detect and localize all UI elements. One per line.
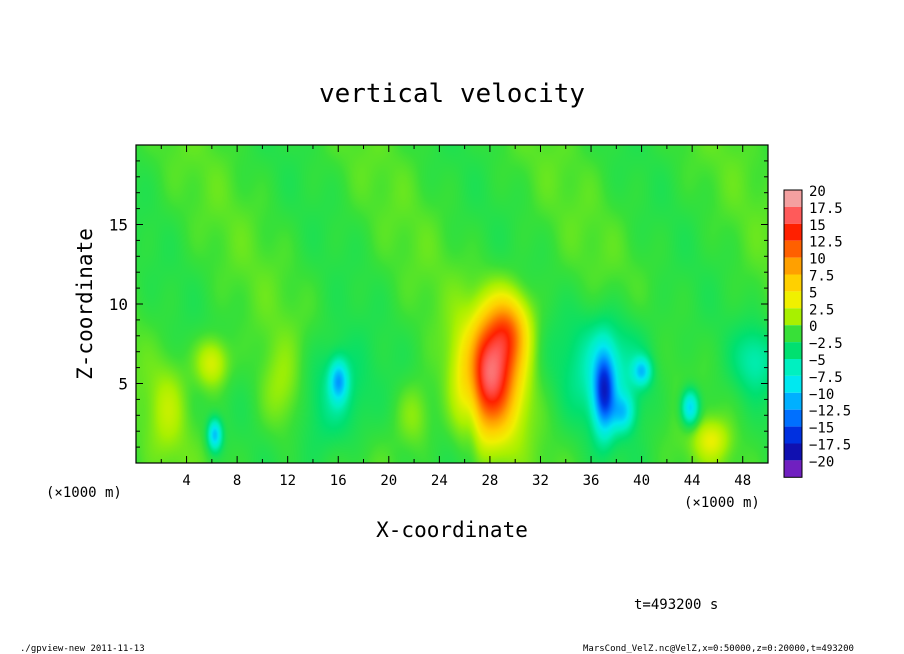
colorbar-swatch [784,342,802,359]
colorbar: 2017.51512.5107.552.50−2.5−5−7.5−10−12.5… [783,184,851,478]
footer-left: ./gpview-new 2011-11-13 [20,644,145,654]
colorbar-swatch [784,392,802,410]
colorbar-label: −15 [809,421,834,437]
colorbar-label: −2.5 [809,336,843,352]
x-tick-label: 4 [182,473,190,489]
colorbar-label: −17.5 [809,438,851,454]
footer-right: MarsCond_VelZ.nc@VelZ,x=0:50000,z=0:2000… [583,644,854,654]
colorbar-label: 2.5 [809,302,834,318]
x-unit-left: (×1000 m) [46,485,122,501]
x-tick-label: 32 [532,473,549,489]
colorbar-label: 0 [809,319,817,335]
chart-title: vertical velocity [319,79,585,109]
x-tick-label: 48 [734,473,751,489]
colorbar-label: 20 [809,184,826,200]
x-tick-label: 20 [380,473,397,489]
colorbar-swatch [784,291,802,309]
colorbar-label: −7.5 [809,370,843,386]
x-axis-label: X-coordinate [376,518,528,542]
colorbar-swatch [784,443,802,461]
colorbar-label: −10 [809,387,834,403]
colorbar-label: 10 [809,252,826,268]
colorbar-swatch [784,308,802,326]
colorbar-swatch [784,325,802,343]
colorbar-label: 7.5 [809,269,834,285]
y-axis: 5 10 15 [109,160,768,448]
y-axis-label: Z-coordinate [73,228,97,380]
x-tick-label: 40 [633,473,650,489]
y-tick-label: 5 [118,375,128,394]
colorbar-label: −12.5 [809,404,851,420]
colorbar-swatch [784,240,802,258]
x-tick-label: 12 [279,473,296,489]
colorbar-swatch [784,257,802,275]
x-tick-label: 16 [330,473,347,489]
y-tick-label: 15 [109,216,128,235]
x-unit-right: (×1000 m) [684,495,760,511]
x-tick-label: 8 [233,473,241,489]
colorbar-swatch [784,223,802,241]
x-tick-label: 44 [684,473,701,489]
colorbar-label: −5 [809,353,826,369]
colorbar-label: −20 [809,454,834,470]
x-tick-label: 36 [583,473,600,489]
colorbar-label: 17.5 [809,201,843,217]
x-axis: 4 8 12 16 20 24 28 32 36 40 44 48 [160,145,751,489]
colorbar-label: 5 [809,285,817,301]
time-label: t=493200 s [634,597,718,613]
colorbar-frame [783,189,803,478]
colorbar-swatch [784,274,802,292]
colorbar-label: 12.5 [809,235,843,251]
colorbar-swatch [784,409,802,427]
y-tick-label: 10 [109,295,128,314]
colorbar-swatch [784,359,802,376]
colorbar-swatch [784,190,802,207]
colorbar-label: 15 [809,218,826,234]
colorbar-swatch [784,206,802,224]
colorbar-swatch [784,426,802,444]
colorbar-swatch [784,460,802,478]
x-tick-label: 24 [431,473,448,489]
colorbar-swatch [784,375,802,393]
heatmap-field [136,145,768,463]
x-tick-label: 28 [481,473,498,489]
